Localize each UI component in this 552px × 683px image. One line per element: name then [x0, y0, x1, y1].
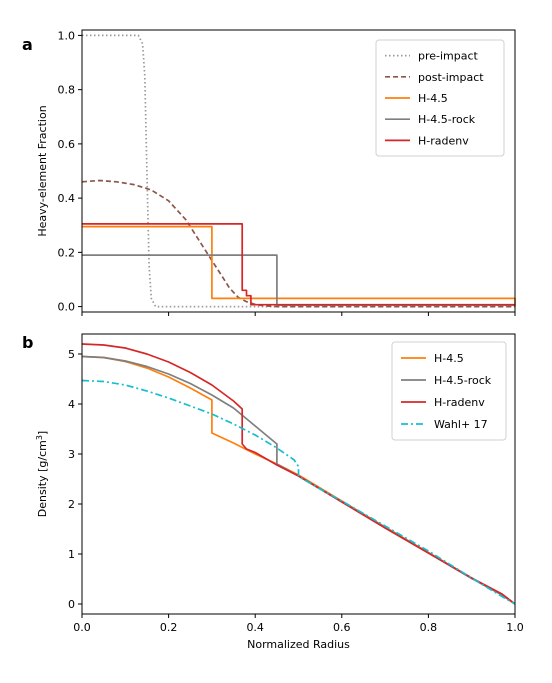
y-tick-label: 0.4 [58, 192, 76, 205]
legend-box [391, 341, 507, 441]
x-tick-label: 0.6 [333, 621, 351, 634]
x-tick-label: 0.8 [420, 621, 438, 634]
y-axis-label: Heavy-element Fraction [36, 105, 49, 236]
y-tick-label: 0 [68, 598, 75, 611]
plot-frame [81, 333, 516, 615]
legend-entry: H-4.5-rock [418, 113, 476, 126]
x-tick-label: 0.0 [73, 621, 91, 634]
legend-entry: H-4.5-rock [434, 374, 492, 387]
y-tick-label: 0.6 [58, 138, 76, 151]
panel-a: a 0.0 0.2 0.4 0.6 0.8 1.0 Heavy-element Fractio… [22, 29, 516, 316]
legend-entry: H-radenv [434, 396, 485, 409]
legend-entry: H-4.5 [418, 92, 448, 105]
panel-label: b [22, 333, 33, 352]
y-tick-label: 0.2 [58, 246, 76, 259]
x-axis-label: Normalized Radius [247, 638, 350, 651]
y-tick-label: 0.0 [58, 301, 76, 314]
y-tick-label: 1 [68, 548, 75, 561]
y-tick-label: 1.0 [58, 29, 76, 42]
legend-box [375, 39, 505, 157]
plot-frame [81, 29, 516, 313]
series-line-h-4-5 [82, 225, 516, 307]
y-tick-label: 3 [68, 448, 75, 461]
panel-b: b 0.0 0.2 0.4 0.6 0.8 1.0 0 1 2 3 4 5 Normalized Radi… [22, 333, 524, 651]
y-tick-label: 0.8 [58, 84, 76, 97]
legend: pre-impact post-impact H-4.5 H-4.5-rock H-ra… [375, 39, 505, 157]
legend-entry: post-impact [418, 71, 484, 84]
legend: H-4.5 H-4.5-rock H-radenv Wahl+ 17 [391, 341, 507, 441]
legend-entry: pre-impact [418, 50, 479, 63]
x-tick-label: 0.4 [246, 621, 264, 634]
x-tick-label: 1.0 [506, 621, 524, 634]
legend-entry: H-4.5 [434, 352, 464, 365]
legend-entry: H-radenv [418, 134, 469, 147]
y-tick-label: 2 [68, 498, 75, 511]
series-line-h-radenv [81, 343, 516, 605]
y-tick-label: 4 [68, 398, 75, 411]
y-axis-label: Density [g/cm3] [35, 431, 49, 517]
series-line-h-radenv [82, 223, 515, 306]
legend-entry: Wahl+ 17 [434, 418, 488, 431]
x-tick-label: 0.2 [160, 621, 178, 634]
series-line-pre-impact [82, 34, 515, 308]
y-tick-label: 5 [68, 348, 75, 361]
panel-label: a [22, 35, 33, 54]
